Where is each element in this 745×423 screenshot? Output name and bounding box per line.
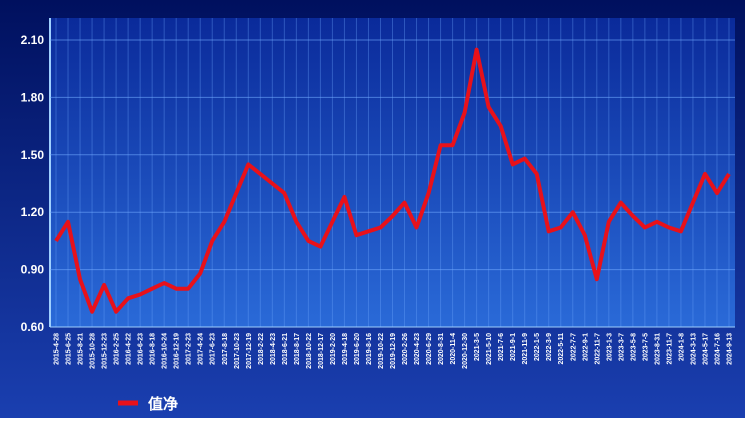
x-tick-label: 2022-11-7 <box>594 333 601 365</box>
x-tick-label: 2016-10-24 <box>162 333 169 369</box>
y-tick-label: 2.10 <box>21 33 45 47</box>
x-tick-label: 2021-5-10 <box>486 333 493 365</box>
x-tick-label: 2023-1-3 <box>606 333 613 361</box>
x-tick-label: 2019-2-20 <box>330 333 337 365</box>
series-line <box>54 47 731 314</box>
x-tick-label: 2023-7-5 <box>642 333 649 361</box>
x-tick-label: 2020-8-31 <box>438 333 445 365</box>
x-tick-label: 2021-7-6 <box>498 333 505 361</box>
x-tick-label: 2017-6-23 <box>210 333 217 365</box>
x-tick-label: 2015-12-23 <box>102 333 109 369</box>
x-tick-label: 2016-8-18 <box>150 333 157 365</box>
x-tick-label: 2017-2-23 <box>186 333 193 365</box>
x-tick-label: 2015-4-28 <box>54 333 61 365</box>
x-tick-label: 2021-3-5 <box>474 333 481 361</box>
x-tick-label: 2017-8-18 <box>222 333 229 365</box>
x-tick-label: 2019-4-18 <box>342 333 349 365</box>
x-tick-label: 2021-11-9 <box>522 333 529 365</box>
x-tick-label: 2024-1-8 <box>678 333 685 361</box>
x-tick-label: 2024-3-13 <box>690 333 697 365</box>
x-tick-label: 2023-8-31 <box>654 333 661 365</box>
y-tick-label: 0.90 <box>21 263 45 277</box>
x-tick-label: 2015-6-25 <box>66 333 73 365</box>
y-tick-label: 1.20 <box>21 205 45 219</box>
x-tick-label: 2019-6-20 <box>354 333 361 365</box>
x-tick-label: 2017-10-23 <box>234 333 241 369</box>
x-tick-label: 2016-2-25 <box>114 333 121 365</box>
y-tick-label: 1.80 <box>21 90 45 104</box>
x-tick-label: 2022-5-11 <box>558 333 565 365</box>
x-tick-label: 2015-10-28 <box>90 333 97 369</box>
x-tick-label: 2016-4-22 <box>126 333 133 365</box>
x-tick-label: 2020-11-4 <box>450 333 457 365</box>
legend-label: 值净 <box>148 395 178 413</box>
x-tick-label: 2023-5-8 <box>630 333 637 361</box>
x-tick-label: 2018-10-22 <box>306 333 313 369</box>
x-tick-label: 2018-2-22 <box>258 333 265 365</box>
x-tick-label: 2024-9-13 <box>726 333 733 365</box>
plot-area <box>50 18 735 327</box>
y-tick-label: 0.60 <box>21 320 45 334</box>
x-tick-label: 2018-12-17 <box>318 333 325 369</box>
x-tick-label: 2020-4-23 <box>414 333 421 365</box>
x-tick-label: 2019-10-22 <box>378 333 385 369</box>
x-tick-label: 2018-8-17 <box>294 333 301 365</box>
x-tick-label: 2023-11-7 <box>666 333 673 365</box>
x-tick-label: 2020-2-26 <box>402 333 409 365</box>
x-tick-label: 2018-4-23 <box>270 333 277 365</box>
x-tick-label: 2020-6-29 <box>426 333 433 365</box>
x-tick-label: 2015-8-21 <box>78 333 85 365</box>
x-tick-label: 2022-9-1 <box>582 333 589 361</box>
x-tick-label: 2024-5-17 <box>702 333 709 365</box>
x-tick-label: 2023-3-7 <box>618 333 625 361</box>
y-tick-label: 1.50 <box>21 148 45 162</box>
x-tick-label: 2021-9-1 <box>510 333 517 361</box>
x-tick-label: 2019-12-19 <box>390 333 397 369</box>
vertical-grid <box>55 18 730 327</box>
x-tick-label: 2016-6-23 <box>138 333 145 365</box>
x-tick-label: 2020-12-30 <box>462 333 469 369</box>
x-tick-label: 2018-6-21 <box>282 333 289 365</box>
x-tick-label: 2022-7-7 <box>570 333 577 361</box>
x-tick-label: 2024-7-16 <box>714 333 721 365</box>
x-tick-label: 2022-1-5 <box>534 333 541 361</box>
x-tick-label: 2017-4-24 <box>198 333 205 365</box>
x-tick-label: 2022-3-9 <box>546 333 553 361</box>
x-tick-label: 2019-8-16 <box>366 333 373 365</box>
x-tick-label: 2017-12-19 <box>246 333 253 369</box>
x-tick-label: 2016-12-19 <box>174 333 181 369</box>
